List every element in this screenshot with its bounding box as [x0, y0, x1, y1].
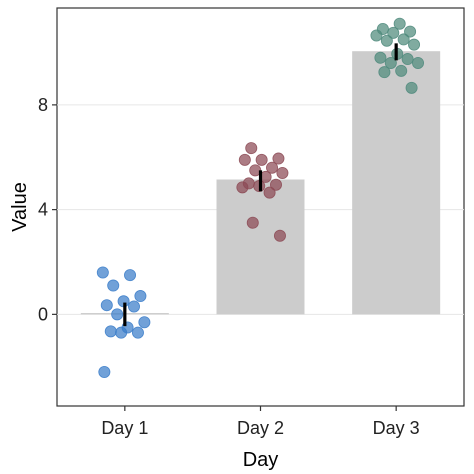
point-1-3	[107, 279, 120, 292]
bars	[80, 51, 441, 315]
point-2-2	[272, 152, 285, 165]
point-3-14	[395, 64, 408, 77]
point-3-8	[408, 38, 421, 51]
y-tick-label-2: 8	[38, 95, 48, 115]
point-3-6	[397, 33, 410, 46]
point-3-13	[412, 56, 425, 69]
x-axis: Day 1 Day 2 Day 3	[101, 406, 420, 438]
point-3-5	[370, 29, 383, 42]
y-tick-label-1: 4	[38, 200, 48, 220]
point-3-16	[405, 81, 418, 94]
point-2-5	[266, 161, 279, 174]
x-tick-label-2: Day 2	[237, 418, 284, 438]
point-3-11	[401, 53, 414, 66]
point-1-1	[96, 266, 109, 279]
y-tick-label-0: 0	[38, 304, 48, 324]
point-3-1	[393, 17, 406, 30]
point-1-13	[115, 326, 128, 339]
point-2-1	[245, 142, 258, 155]
point-3-10	[374, 51, 387, 64]
point-2-14	[246, 216, 259, 229]
point-2-10	[270, 178, 283, 191]
point-3-12	[384, 56, 397, 69]
point-2-3	[255, 153, 268, 166]
point-3-4	[387, 26, 400, 39]
point-2-15	[273, 229, 286, 242]
point-1-4	[134, 290, 147, 303]
point-1-7	[127, 300, 140, 313]
data-points	[96, 17, 425, 378]
error-bars	[123, 43, 398, 327]
point-2-7	[276, 166, 289, 179]
point-2-4	[238, 153, 251, 166]
y-axis-title: Value	[9, 182, 31, 232]
point-1-14	[98, 365, 111, 378]
point-1-12	[131, 326, 144, 339]
point-1-2	[124, 269, 137, 282]
point-3-7	[380, 34, 393, 47]
point-2-12	[236, 181, 249, 194]
x-tick-label-1: Day 1	[101, 418, 148, 438]
point-1-9	[138, 316, 151, 329]
x-axis-title: Day	[243, 449, 279, 471]
y-axis: 0 4 8	[38, 95, 57, 324]
point-1-11	[104, 325, 117, 338]
point-2-13	[263, 186, 276, 199]
point-3-15	[378, 66, 391, 79]
point-3-3	[404, 25, 417, 38]
bar-3	[352, 51, 441, 315]
point-1-8	[111, 308, 124, 321]
x-tick-label-3: Day 3	[373, 418, 420, 438]
bar-2	[216, 179, 305, 315]
point-1-6	[100, 299, 113, 312]
